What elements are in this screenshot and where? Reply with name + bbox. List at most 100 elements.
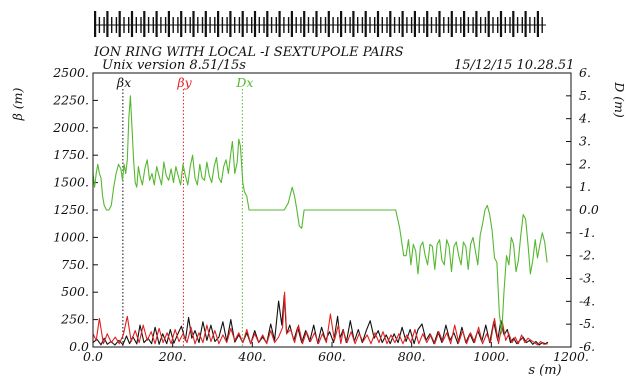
- y-right-tick-label: -4.: [579, 293, 595, 308]
- lattice-element: [94, 11, 97, 37]
- axis-ticks: 0.0 200. 400. 600. 800. 1000. 1200. 0.0 250. 500.…: [52, 65, 599, 364]
- y-right-tick-label: 3.: [579, 134, 591, 149]
- lattice-element: [393, 17, 396, 33]
- y-left-tick-label: 500.: [61, 284, 89, 299]
- lattice-element: [295, 17, 297, 33]
- y-left-tick-label: 2000.: [52, 120, 89, 135]
- lattice-element: [226, 17, 228, 33]
- lattice-element: [389, 11, 392, 37]
- y-right-tick-label: 2.: [578, 156, 591, 171]
- lattice-element: [266, 11, 269, 37]
- lattice-element: [509, 17, 511, 33]
- lattice-element: [455, 17, 457, 33]
- lattice-element: [118, 11, 121, 37]
- x-axis-label: s (m): [528, 363, 561, 378]
- lattice-element: [352, 11, 355, 37]
- lattice-element: [300, 17, 302, 33]
- lattice-element: [533, 17, 536, 33]
- lattice-element: [209, 17, 211, 33]
- lattice-element: [357, 17, 359, 33]
- y-right-tick-label: 0.0: [579, 202, 599, 217]
- x-tick-label: 1000.: [473, 349, 509, 364]
- lattice-element: [201, 17, 204, 33]
- x-tick-label: 800.: [398, 349, 426, 364]
- y-right-tick-label: 1.: [579, 179, 591, 194]
- lattice-element: [192, 11, 195, 37]
- y-left-tick-label: 1500.: [53, 175, 89, 190]
- series-line-Dx: [92, 95, 548, 334]
- lattice-element: [258, 17, 260, 33]
- lattice-element: [303, 11, 306, 37]
- y-left-tick-label: 250.: [60, 312, 89, 327]
- y-right-tick-label: 5.: [579, 88, 591, 103]
- lattice-element: [246, 17, 248, 33]
- lattice-element: [278, 11, 281, 37]
- y-right-tick-label: -2.: [579, 248, 595, 263]
- lattice-element: [521, 17, 523, 33]
- y-left-tick-label: 2250.: [52, 92, 89, 107]
- series-lines: [92, 95, 549, 346]
- x-tick-label: 600.: [318, 349, 346, 364]
- marker-label-0: βx: [116, 75, 131, 90]
- lattice-element: [369, 17, 371, 33]
- lattice-element: [443, 17, 445, 33]
- lattice-element: [463, 11, 466, 37]
- lattice-element: [315, 11, 318, 37]
- y-axis-left-label: β (m): [10, 87, 25, 121]
- lattice-element: [180, 11, 183, 37]
- y-left-tick-label: 2500.: [52, 65, 89, 80]
- plot-frame: [92, 72, 572, 348]
- lattice-element: [484, 17, 487, 33]
- lattice-element: [217, 11, 220, 37]
- lattice-element: [111, 17, 113, 33]
- lattice-element: [152, 17, 154, 33]
- lattice-element: [320, 17, 322, 33]
- lattice-element: [401, 11, 404, 37]
- lattice-element: [172, 17, 174, 33]
- lattice-element: [524, 11, 527, 37]
- y-right-tick-label: -5.: [579, 316, 595, 331]
- lattice-element: [499, 11, 503, 37]
- lattice-element: [189, 17, 191, 33]
- lattice-element: [541, 17, 543, 33]
- lattice-element: [492, 17, 494, 33]
- y-right-tick-label: -3.: [579, 271, 595, 286]
- lattice-element: [450, 11, 453, 37]
- lattice-element: [307, 17, 310, 33]
- lattice-element: [332, 17, 334, 33]
- lattice-element: [287, 17, 290, 33]
- lattice-element: [410, 17, 413, 33]
- lattice-element: [106, 11, 109, 37]
- chart-title: ION RING WITH LOCAL -I SEXTUPOLE PAIRS: [93, 45, 404, 60]
- lattice-element: [512, 11, 515, 37]
- lattice-element: [327, 11, 330, 37]
- y-left-tick-label: 0.0: [69, 339, 89, 354]
- lattice-element: [435, 17, 437, 33]
- lattice-element: [516, 17, 519, 33]
- lattice-element: [253, 11, 257, 37]
- y-left-tick-label: 1750.: [53, 147, 89, 162]
- lattice-element: [290, 11, 293, 37]
- x-tick-label: 200.: [158, 349, 187, 364]
- lattice-element: [406, 17, 408, 33]
- lattice-element: [324, 17, 327, 33]
- lattice-element: [229, 11, 232, 37]
- lattice-element: [472, 17, 474, 33]
- lattice-element: [177, 17, 179, 33]
- lattice-element: [418, 17, 420, 33]
- lattice-element: [529, 17, 531, 33]
- lattice-element: [283, 17, 285, 33]
- lattice-element: [487, 11, 490, 37]
- lattice-element: [123, 17, 125, 33]
- x-tick-label: 400.: [237, 349, 266, 364]
- lattice-element: [164, 17, 167, 33]
- y-right-tick-label: -1.: [579, 225, 595, 240]
- lattice-strip: [94, 11, 546, 37]
- y-left-tick-label: 1000.: [53, 229, 89, 244]
- lattice-element: [430, 17, 433, 33]
- lattice-element: [241, 11, 244, 37]
- lattice-element: [312, 17, 314, 33]
- lattice-element: [275, 17, 277, 33]
- lattice-element: [238, 17, 241, 33]
